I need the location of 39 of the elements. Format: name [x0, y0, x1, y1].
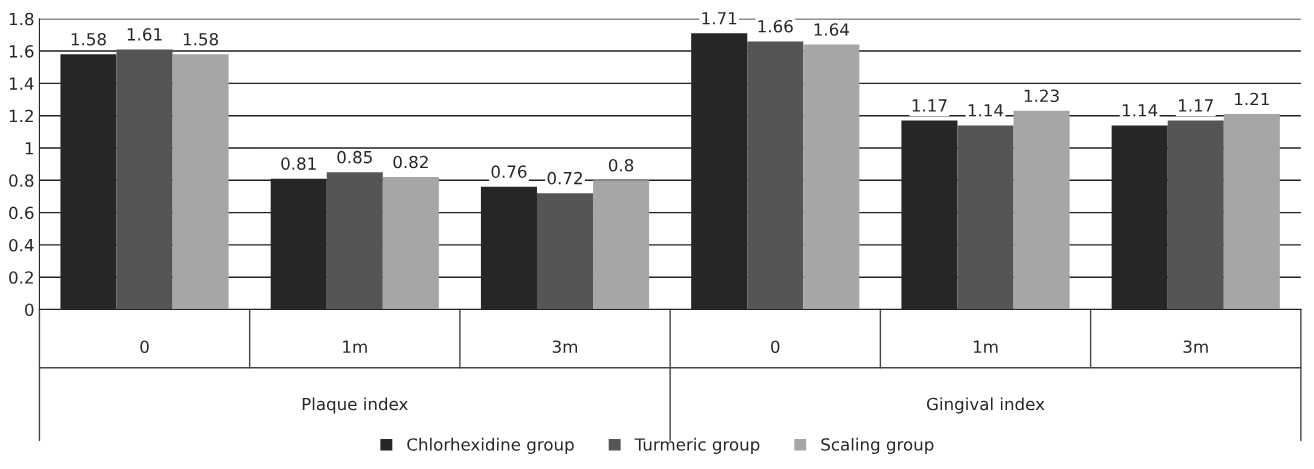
- data-label: 1.14: [968, 104, 1004, 117]
- data-label: 0.8: [608, 158, 634, 172]
- text: Gingival index: [926, 397, 1045, 414]
- x-tick-label: 0: [140, 340, 149, 353]
- legend-label: Chlorhexidine group: [407, 437, 574, 454]
- y-tick-label: 0.8: [9, 174, 34, 187]
- y-tick-label: 0.4: [9, 238, 34, 252]
- data-label: 1.61: [127, 28, 162, 41]
- legend-label: Turmeric group: [634, 437, 760, 454]
- data-label: 0.81: [281, 157, 316, 170]
- data-label: 1.64: [814, 23, 849, 36]
- x-tick-label: 1m: [343, 340, 367, 353]
- data-label: 0.85: [337, 150, 372, 164]
- text: Plaque index: [302, 397, 408, 414]
- y-tick-label: 1.2: [9, 109, 33, 123]
- y-tick-label: 1.6: [9, 45, 34, 58]
- x-tick-label: 0: [771, 340, 780, 353]
- data-label: 1.58: [183, 32, 219, 46]
- data-label: 1.17: [912, 99, 947, 112]
- legend-label: Scaling group: [821, 437, 934, 454]
- y-tick-label: 0.2: [9, 271, 33, 284]
- x-tick-label: 3m: [1183, 340, 1208, 353]
- data-label: 1.14: [1122, 104, 1158, 117]
- data-label: 0.82: [393, 155, 428, 169]
- y-tick-label: 1.8: [9, 12, 34, 26]
- data-label: 1.58: [71, 32, 106, 46]
- x-tick-label: 3m: [552, 340, 578, 353]
- y-tick-label: 0: [25, 303, 34, 317]
- data-label: 0.76: [491, 165, 527, 178]
- data-label: 1.71: [702, 12, 737, 25]
- data-label: 1.17: [1179, 99, 1213, 112]
- y-tick-label: 1: [25, 142, 34, 155]
- data-label: 1.66: [758, 19, 793, 33]
- x-tick-label: 1m: [973, 340, 998, 353]
- data-label: 0.72: [547, 171, 582, 185]
- y-tick-label: 1.4: [9, 77, 34, 90]
- data-label: 1.23: [1024, 89, 1059, 103]
- y-tick-label: 0.6: [9, 206, 34, 220]
- data-label: 1.21: [1235, 92, 1269, 106]
